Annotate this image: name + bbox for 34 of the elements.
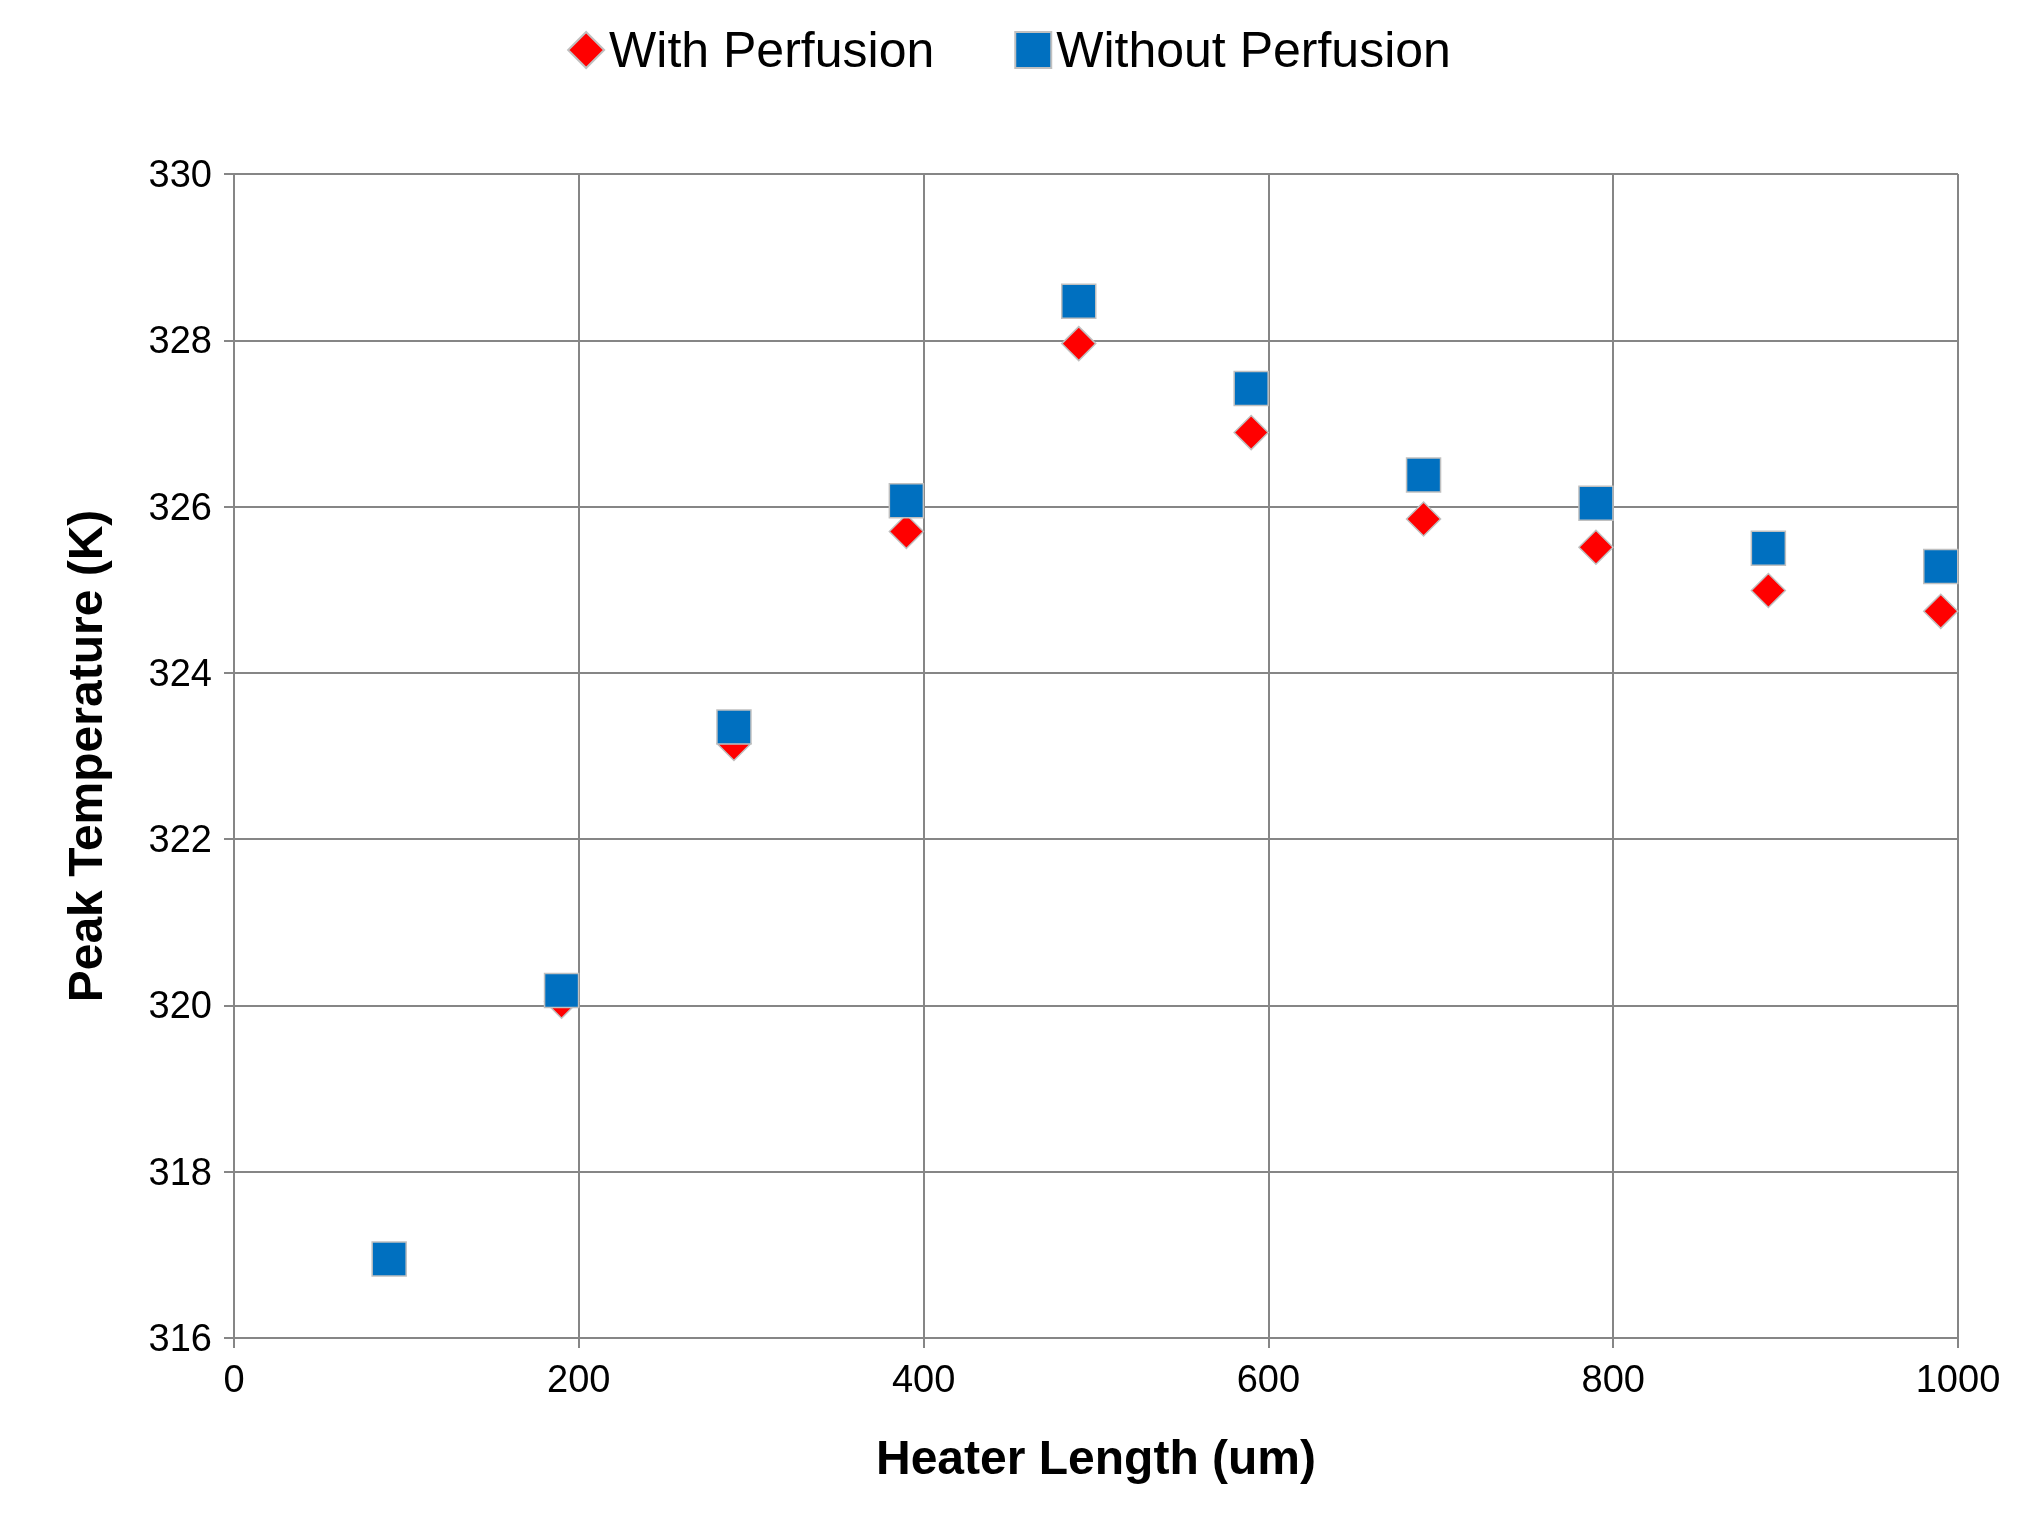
point	[1578, 485, 1614, 521]
point	[1750, 572, 1787, 609]
point	[1233, 414, 1269, 451]
x-tick-label: 600	[1236, 1358, 1301, 1400]
point	[1750, 530, 1787, 566]
x-tick-label: 1000	[1915, 1358, 2001, 1400]
point	[371, 1241, 407, 1277]
x-tick-label: 200	[547, 1358, 611, 1400]
y-tick-label: 316	[148, 1317, 212, 1359]
y-tick-label: 318	[148, 1150, 212, 1193]
y-tick-label: 322	[148, 818, 212, 861]
point	[1061, 325, 1097, 362]
point	[1923, 548, 1959, 585]
legend-label: Without Perfusion	[1056, 22, 1451, 78]
x-tick-label: 800	[1581, 1358, 1645, 1400]
y-tick-label: 320	[148, 984, 212, 1027]
point	[1923, 593, 1959, 630]
point	[1578, 529, 1614, 566]
point	[1405, 501, 1442, 537]
point	[716, 709, 752, 745]
x-tick-label: 0	[223, 1358, 245, 1400]
y-tick-label: 330	[148, 153, 212, 195]
y-tick-label: 324	[148, 651, 212, 694]
point	[1061, 283, 1097, 319]
point	[1405, 457, 1442, 493]
y-tick-label: 326	[148, 485, 212, 528]
point	[543, 972, 580, 1009]
x-tick-label: 400	[891, 1358, 956, 1400]
x-axis-title: Heater Length (um)	[875, 1430, 1317, 1484]
point	[1233, 370, 1269, 407]
y-tick-label: 328	[148, 319, 212, 362]
legend-label: With Perfusion	[609, 22, 935, 78]
y-axis-title: Peak Temperature (K)	[58, 509, 112, 1003]
point	[888, 483, 925, 519]
